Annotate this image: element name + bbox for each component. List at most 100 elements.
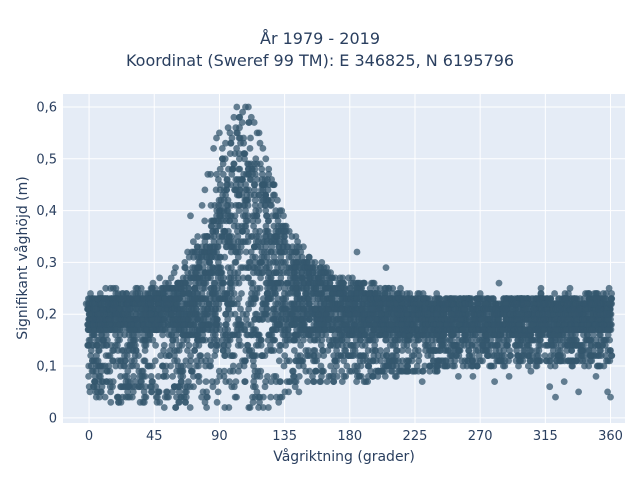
data-point bbox=[256, 398, 263, 406]
data-point bbox=[170, 383, 178, 391]
data-point bbox=[541, 352, 549, 359]
data-point bbox=[333, 341, 340, 349]
data-point bbox=[297, 341, 305, 349]
data-point bbox=[250, 326, 258, 334]
data-point bbox=[460, 341, 468, 349]
data-point bbox=[238, 290, 245, 297]
data-point bbox=[89, 341, 97, 349]
data-point bbox=[168, 331, 176, 339]
data-point bbox=[415, 357, 422, 365]
data-points bbox=[82, 103, 616, 411]
data-point bbox=[403, 341, 411, 349]
data-point bbox=[511, 341, 519, 349]
data-point bbox=[261, 383, 269, 391]
data-point bbox=[95, 347, 103, 354]
data-point bbox=[156, 274, 164, 282]
data-point bbox=[290, 373, 297, 380]
data-point bbox=[322, 331, 330, 339]
data-point bbox=[506, 347, 513, 354]
data-point bbox=[103, 367, 111, 375]
data-point bbox=[300, 362, 307, 370]
data-point bbox=[234, 227, 241, 235]
data-point bbox=[247, 248, 255, 256]
data-point bbox=[154, 388, 162, 396]
data-point bbox=[413, 362, 421, 370]
data-point bbox=[597, 336, 605, 344]
data-point bbox=[221, 352, 229, 359]
data-point bbox=[361, 279, 368, 287]
data-point bbox=[141, 341, 149, 349]
data-point bbox=[369, 347, 376, 354]
data-point bbox=[391, 373, 399, 380]
data-point bbox=[369, 336, 377, 344]
data-point bbox=[289, 367, 297, 375]
data-point bbox=[604, 347, 612, 354]
data-point bbox=[444, 347, 452, 354]
data-point bbox=[594, 362, 602, 370]
data-point bbox=[251, 383, 259, 391]
data-point bbox=[87, 352, 95, 359]
data-point bbox=[152, 393, 160, 401]
data-point bbox=[96, 290, 104, 297]
data-point bbox=[387, 367, 395, 375]
data-point bbox=[188, 367, 195, 375]
data-point bbox=[245, 264, 253, 271]
data-point bbox=[310, 378, 318, 385]
data-point bbox=[234, 269, 242, 277]
data-point bbox=[172, 404, 180, 411]
data-point bbox=[374, 373, 382, 380]
data-point bbox=[347, 352, 355, 359]
data-point bbox=[258, 165, 266, 173]
data-point bbox=[523, 341, 531, 349]
data-point bbox=[496, 352, 503, 359]
data-point bbox=[247, 134, 254, 142]
data-point bbox=[583, 347, 591, 354]
data-point bbox=[241, 150, 249, 158]
data-point bbox=[333, 347, 340, 354]
data-point bbox=[563, 347, 571, 354]
data-point bbox=[250, 373, 258, 380]
data-point bbox=[216, 165, 224, 173]
data-point bbox=[500, 362, 507, 370]
data-point bbox=[172, 336, 180, 344]
data-point bbox=[295, 388, 303, 396]
data-point bbox=[97, 367, 105, 375]
data-point bbox=[121, 373, 129, 380]
data-point bbox=[496, 336, 503, 344]
data-point bbox=[231, 217, 239, 225]
data-point bbox=[319, 347, 327, 354]
data-point bbox=[222, 310, 230, 318]
data-point bbox=[586, 336, 594, 344]
data-point bbox=[185, 378, 192, 385]
data-point bbox=[243, 316, 250, 323]
data-point bbox=[227, 352, 235, 359]
data-point bbox=[226, 150, 234, 158]
data-point bbox=[381, 373, 389, 380]
data-point bbox=[518, 352, 526, 359]
data-point bbox=[281, 352, 289, 359]
data-point bbox=[574, 352, 582, 359]
data-point bbox=[423, 341, 430, 349]
data-point bbox=[178, 378, 185, 385]
data-point bbox=[243, 331, 251, 339]
data-point bbox=[421, 362, 429, 370]
data-point bbox=[503, 341, 511, 349]
data-point bbox=[140, 388, 148, 396]
data-point bbox=[219, 160, 227, 168]
data-point bbox=[237, 305, 244, 313]
data-point bbox=[397, 362, 405, 370]
data-point bbox=[131, 336, 139, 344]
data-point bbox=[264, 186, 272, 194]
data-point bbox=[295, 373, 303, 380]
data-point bbox=[556, 357, 564, 365]
data-point bbox=[123, 352, 131, 359]
data-point bbox=[251, 181, 259, 189]
data-point bbox=[356, 357, 364, 365]
data-point bbox=[202, 378, 210, 385]
data-point bbox=[550, 341, 558, 349]
data-point bbox=[274, 222, 282, 230]
data-point bbox=[232, 321, 240, 328]
data-point bbox=[215, 207, 223, 215]
data-point bbox=[167, 274, 175, 282]
data-point bbox=[459, 362, 467, 370]
